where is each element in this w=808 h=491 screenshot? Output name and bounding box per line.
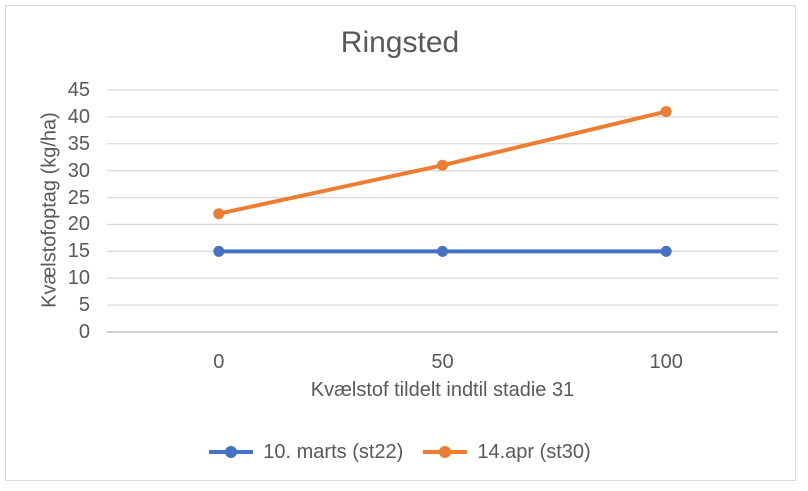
- data-point-marker: [660, 106, 672, 118]
- legend-item: 10. marts (st22): [209, 439, 403, 465]
- y-tick-label: 30: [67, 159, 90, 182]
- data-point-marker: [660, 245, 672, 257]
- data-point-marker: [437, 245, 448, 257]
- y-tick-label: 40: [67, 105, 90, 128]
- y-tick-label: 20: [67, 213, 90, 236]
- x-axis-title: Kvælstof tildelt indtil stadie 31: [310, 379, 575, 401]
- x-tick-label: 0: [213, 351, 225, 373]
- y-tick-label: 5: [78, 294, 90, 317]
- legend-label: 14.apr (st30): [477, 441, 591, 463]
- chart-border: [5, 5, 796, 481]
- legend-marker-icon: [423, 446, 468, 458]
- data-point-marker: [213, 245, 225, 257]
- data-point-marker: [213, 208, 225, 220]
- x-tick-label: 100: [649, 351, 683, 373]
- y-tick-label: 15: [67, 240, 90, 263]
- legend: 10. marts (st22) 14.apr (st30): [0, 439, 800, 465]
- legend-marker-icon: [209, 446, 254, 458]
- data-point-marker: [437, 159, 448, 171]
- y-tick-label: 25: [67, 186, 90, 209]
- legend-label: 10. marts (st22): [263, 441, 404, 463]
- y-tick-label: 35: [67, 132, 90, 155]
- chart-title: Ringsted: [340, 26, 460, 59]
- y-tick-label: 10: [67, 267, 90, 290]
- legend-item: 14.apr (st30): [423, 439, 591, 465]
- x-tick-label: 50: [431, 351, 454, 373]
- y-tick-label: 0: [78, 321, 90, 343]
- y-tick-label: 45: [67, 79, 90, 101]
